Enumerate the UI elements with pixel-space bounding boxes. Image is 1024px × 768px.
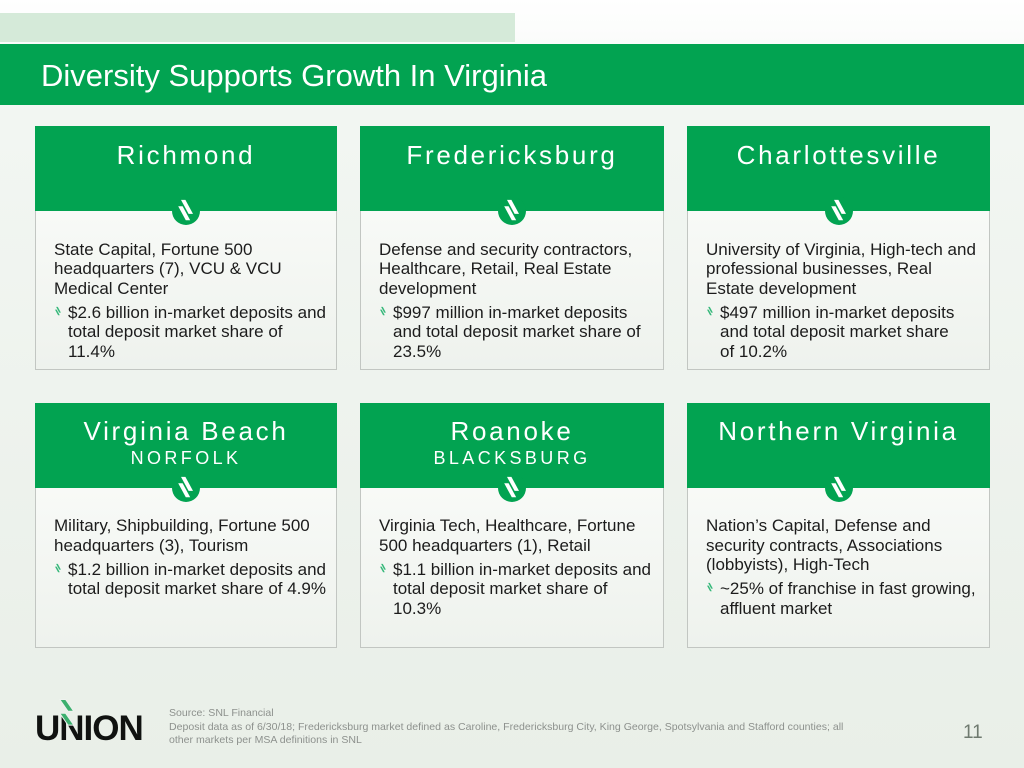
svg-text:UNION: UNION xyxy=(35,709,143,748)
